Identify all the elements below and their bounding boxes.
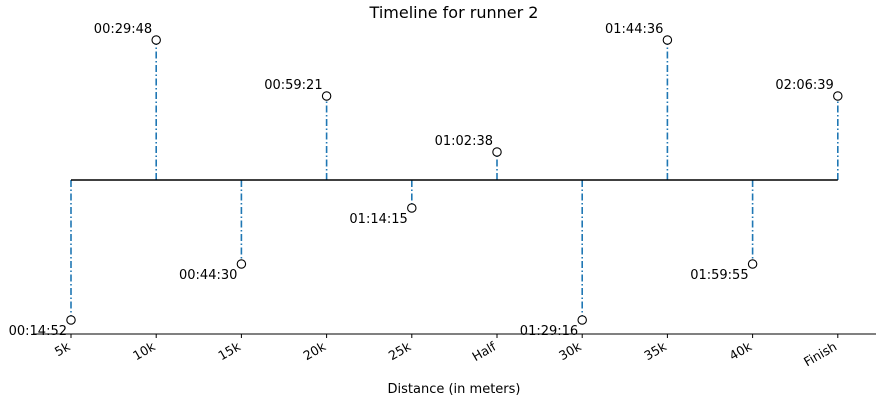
event-marker (492, 147, 502, 157)
x-tick-label: 20k (301, 338, 329, 363)
event-marker (407, 203, 417, 213)
event-label: 02:06:39 (775, 78, 833, 93)
x-tick-label: Finish (801, 339, 839, 370)
event-marker (236, 259, 247, 269)
event-marker (662, 35, 673, 45)
event-label: 01:29:16 (520, 324, 578, 339)
x-tick-label: Half (469, 338, 499, 364)
event-marker (151, 35, 161, 45)
x-axis-ticks: 5k 10k 15k 20k 25k Half 30k 35k 40k Finish (52, 334, 839, 369)
event-marker (747, 259, 758, 269)
event-label: 01:59:55 (690, 268, 748, 283)
event-label: 01:14:15 (349, 212, 407, 227)
event-label: 00:14:52 (9, 324, 67, 339)
event-label: 00:44:30 (179, 268, 237, 283)
event-marker (66, 315, 76, 325)
x-tick-label: 35k (641, 338, 669, 363)
event-marker (833, 91, 843, 101)
x-tick-label: 30k (556, 338, 584, 363)
x-tick-label: 10k (130, 338, 158, 363)
event-label: 00:29:48 (94, 22, 152, 37)
event-label: 00:59:21 (264, 78, 322, 93)
event-marker (321, 91, 332, 101)
x-tick-label: 15k (215, 338, 243, 363)
event-label: 01:02:38 (435, 134, 493, 149)
chart-title: Timeline for runner 2 (369, 3, 539, 22)
x-axis-label: Distance (in meters) (388, 382, 521, 397)
x-tick-label: 5k (52, 338, 73, 359)
x-tick-label: 25k (386, 338, 414, 363)
event-label: 01:44:36 (605, 22, 663, 37)
event-marker (577, 315, 587, 325)
x-tick-label: 40k (727, 338, 755, 363)
plot-area: 00:14:52 00:29:48 00:44:30 00:59:21 01:14:15… (9, 22, 843, 339)
